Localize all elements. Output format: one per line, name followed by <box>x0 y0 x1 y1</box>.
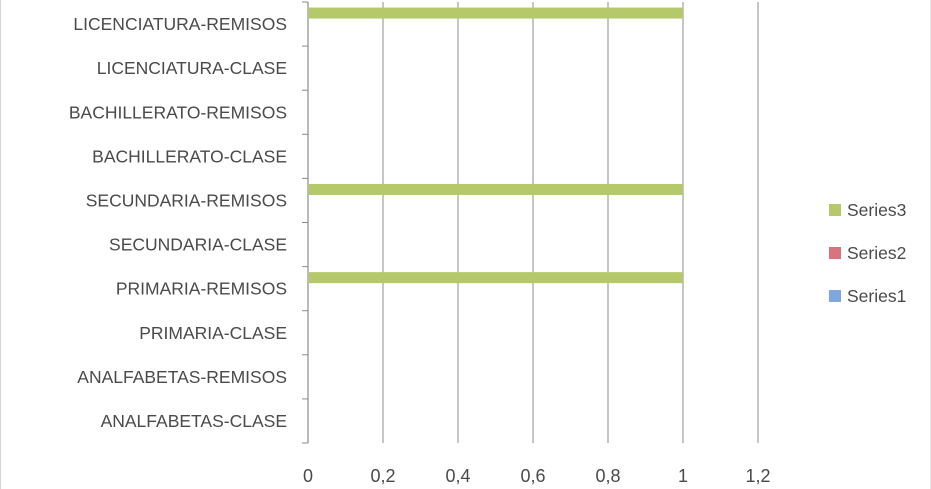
x-tick-label: 0,6 <box>520 466 545 486</box>
category-label: LICENCIATURA-REMISOS <box>73 14 287 34</box>
legend-label: Series1 <box>847 286 906 306</box>
x-tick-label: 0,4 <box>445 466 470 486</box>
legend-swatch <box>829 290 841 302</box>
x-tick-label: 1 <box>678 466 688 486</box>
legend-label: Series3 <box>847 200 906 220</box>
bar-series3 <box>309 272 683 284</box>
category-label: BACHILLERATO-CLASE <box>92 146 287 166</box>
category-label: BACHILLERATO-REMISOS <box>69 102 287 122</box>
axes <box>302 1 309 444</box>
category-label: SECUNDARIA-REMISOS <box>86 190 287 210</box>
category-labels: ANALFABETAS-CLASE ANALFABETAS-REMISOS PRIM… <box>69 14 287 431</box>
gridlines <box>382 2 759 443</box>
legend-swatch <box>829 247 841 259</box>
bar-series3 <box>309 7 683 19</box>
category-label: PRIMARIA-CLASE <box>139 323 287 343</box>
category-label: LICENCIATURA-CLASE <box>97 58 287 78</box>
x-tick-labels: 0 0,2 0,4 0,6 0,8 1 1,2 <box>303 466 771 486</box>
legend-label: Series2 <box>847 243 906 263</box>
category-label: SECUNDARIA-CLASE <box>109 235 287 255</box>
x-tick-label: 0,8 <box>595 466 620 486</box>
x-tick-label: 0 <box>303 466 313 486</box>
category-label: ANALFABETAS-REMISOS <box>77 367 287 387</box>
category-label: ANALFABETAS-CLASE <box>101 411 287 431</box>
x-tick-label: 1,2 <box>745 466 770 486</box>
category-label: PRIMARIA-REMISOS <box>116 279 287 299</box>
bars <box>309 7 683 284</box>
legend: Series3 Series2 Series1 <box>829 200 906 306</box>
bar-series3 <box>309 183 683 195</box>
x-tick-label: 0,2 <box>370 466 395 486</box>
legend-swatch <box>829 204 841 216</box>
